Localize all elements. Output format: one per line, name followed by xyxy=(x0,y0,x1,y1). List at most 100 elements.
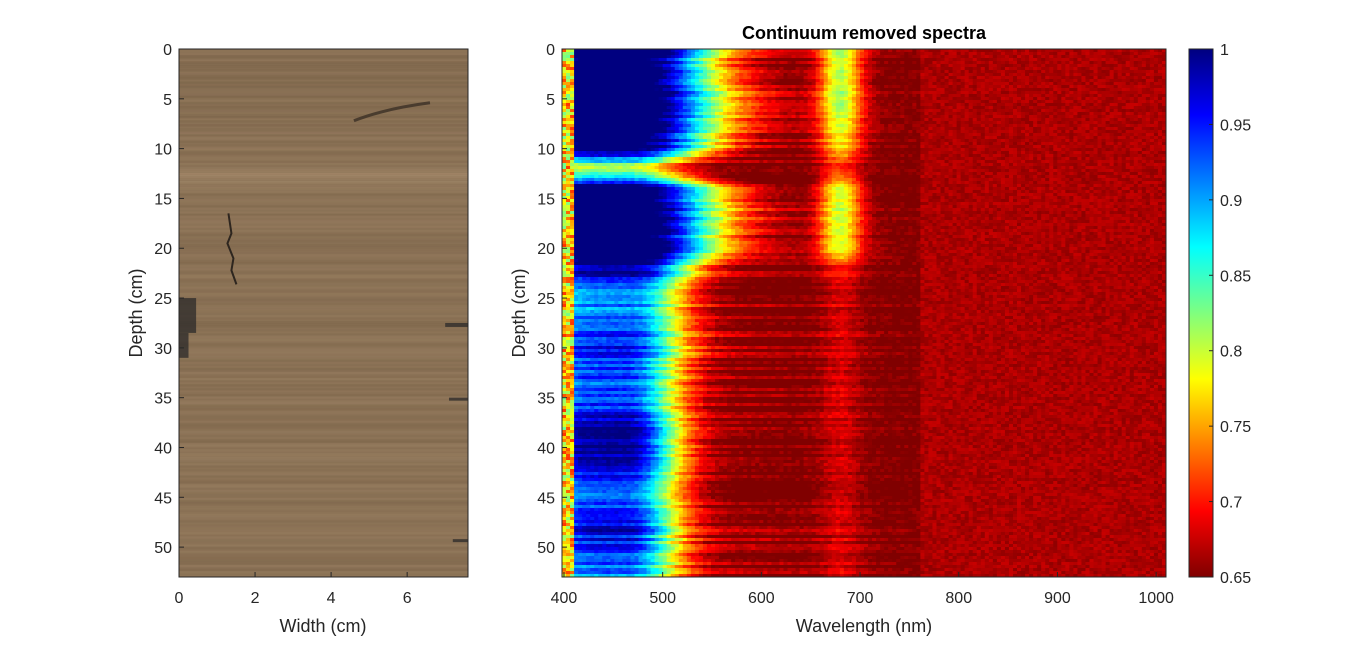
heatmap-cell xyxy=(1041,52,1046,56)
core-photo-void xyxy=(179,332,189,358)
heatmap-cell xyxy=(739,49,744,53)
heatmap-cell xyxy=(602,61,607,65)
heatmap-cell xyxy=(872,58,877,62)
heatmap-cell xyxy=(1033,67,1038,71)
heatmap-cell xyxy=(956,61,962,65)
heatmap-cell xyxy=(674,49,680,53)
heatmap-cell xyxy=(646,64,652,68)
heatmap-cell xyxy=(1025,52,1030,56)
heatmap-cell xyxy=(582,49,587,53)
heatmap-cell xyxy=(1109,61,1115,65)
heatmap-cell xyxy=(864,61,869,65)
heatmap-cell xyxy=(1029,55,1034,59)
heatmap-cell xyxy=(831,64,837,68)
heatmap-cell xyxy=(1029,58,1034,62)
heatmap-cell xyxy=(1141,73,1147,77)
heatmap-cell xyxy=(751,58,756,62)
heatmap-cell xyxy=(851,61,857,65)
heatmap-cell xyxy=(831,52,837,56)
heatmap-cell xyxy=(779,61,785,65)
heatmap-cell xyxy=(1037,64,1042,68)
core-photo-layer xyxy=(179,57,468,60)
heatmap-cell xyxy=(811,52,817,56)
heatmap-cell xyxy=(1145,61,1151,65)
heatmap-cell xyxy=(1121,52,1127,56)
core-photo-layer xyxy=(179,105,468,109)
heatmap-cell xyxy=(1049,64,1054,68)
core-photo-layer xyxy=(179,77,468,81)
heatmap-cell xyxy=(650,58,656,62)
heatmap-cell xyxy=(622,70,628,74)
heatmap-cell xyxy=(1017,73,1022,77)
heatmap-cell xyxy=(1057,55,1062,59)
heatmap-cell xyxy=(630,64,636,68)
heatmap-cell xyxy=(831,70,837,74)
heatmap-cell xyxy=(1025,49,1030,53)
heatmap-cell xyxy=(1021,52,1026,56)
heatmap-cell xyxy=(1073,64,1079,68)
core-photo-layer xyxy=(179,268,468,272)
heatmap-cell xyxy=(630,73,636,77)
heatmap-cell xyxy=(566,61,571,65)
heatmap-cell xyxy=(831,49,837,53)
heatmap-cell xyxy=(851,73,857,77)
heatmap-cell xyxy=(674,58,680,62)
heatmap-cell xyxy=(996,58,1002,62)
heatmap-cell xyxy=(582,58,587,62)
heatmap-cell xyxy=(1157,55,1163,59)
core-photo-layer xyxy=(179,174,468,178)
heatmap-cell xyxy=(1045,73,1050,77)
heatmap-cell xyxy=(1093,61,1099,65)
heatmap-cell xyxy=(590,52,595,56)
heatmap-cell xyxy=(666,55,672,59)
core-photo-layer xyxy=(179,69,468,73)
heatmap-cell xyxy=(831,55,837,59)
heatmap-cell xyxy=(566,76,571,80)
core-photo-layer xyxy=(179,152,468,156)
heatmap-cell xyxy=(662,67,668,71)
core-photo-void xyxy=(445,322,468,327)
heatmap-cell xyxy=(872,73,877,77)
heatmap-cell xyxy=(578,49,583,53)
heatmap-cell xyxy=(731,52,736,56)
core-photo-layer xyxy=(179,327,468,331)
heatmap-cell xyxy=(807,64,813,68)
core-photo-layer xyxy=(179,183,468,186)
heatmap-cell xyxy=(827,70,833,74)
core-photo-layer xyxy=(179,445,468,448)
heatmap-cell xyxy=(864,55,869,59)
heatmap-cell xyxy=(702,70,708,74)
heatmap-cell xyxy=(755,64,760,68)
heatmap-cell xyxy=(1117,55,1123,59)
heatmap-cell xyxy=(884,61,889,65)
heatmap-cell xyxy=(1089,61,1095,65)
heatmap-cell xyxy=(1121,67,1127,71)
heatmap-cell xyxy=(1000,49,1006,53)
core-photo-layer xyxy=(179,55,468,58)
core-photo-y-tick-label: 40 xyxy=(154,440,172,457)
heatmap-cell xyxy=(614,55,619,59)
heatmap-cell xyxy=(1121,49,1127,53)
heatmap-cell xyxy=(980,73,986,77)
heatmap-cell xyxy=(719,55,724,59)
heatmap-cell xyxy=(968,67,974,71)
core-photo-layer xyxy=(179,416,468,420)
heatmap-cell xyxy=(594,67,599,71)
heatmap-cell xyxy=(1149,73,1155,77)
heatmap-cell xyxy=(847,49,853,53)
heatmap-cell xyxy=(602,70,607,74)
heatmap-cell xyxy=(678,52,684,56)
heatmap-cell xyxy=(972,61,978,65)
heatmap-cell xyxy=(944,55,950,59)
heatmap-cell xyxy=(650,55,656,59)
heatmap-cell xyxy=(654,73,660,77)
heatmap-cell xyxy=(924,64,930,68)
heatmap-cell xyxy=(807,58,813,62)
heatmap-cell xyxy=(904,64,909,68)
heatmap-cell xyxy=(884,52,889,56)
heatmap-cell xyxy=(1109,64,1115,68)
heatmap-cell xyxy=(976,61,982,65)
heatmap-cell xyxy=(566,70,571,74)
